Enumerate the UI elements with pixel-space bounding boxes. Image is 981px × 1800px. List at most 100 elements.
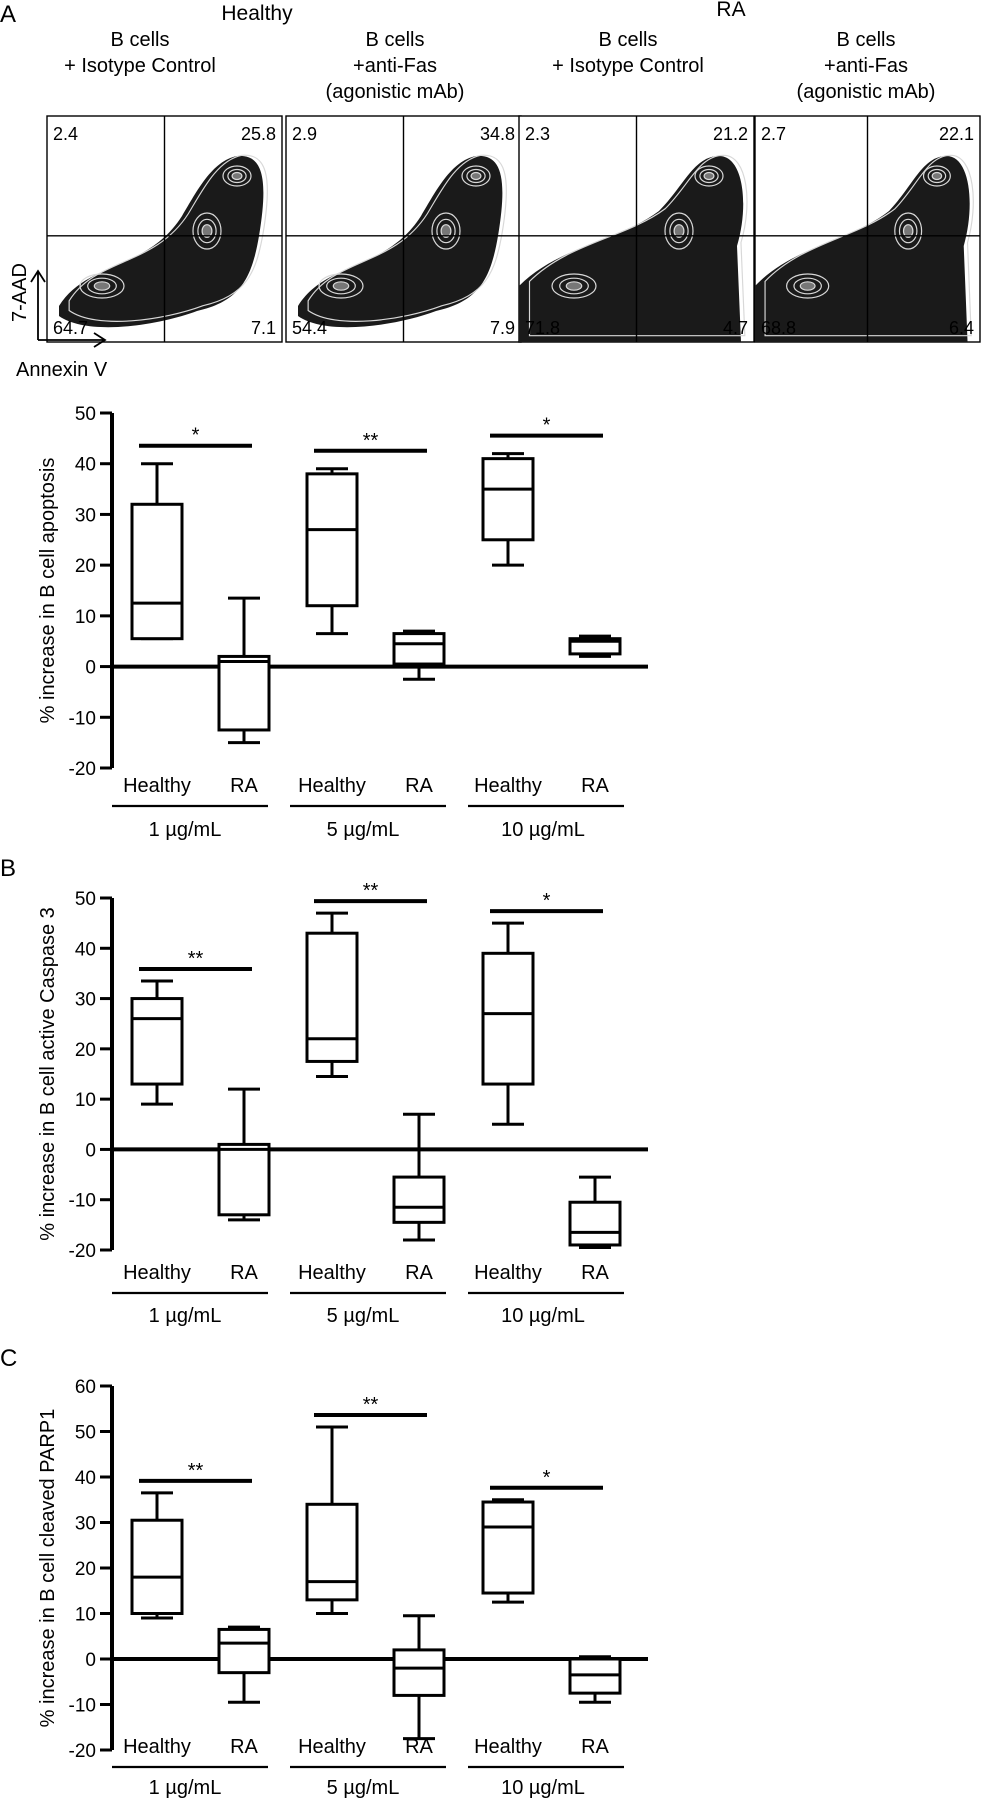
box-iqr: [481, 951, 535, 1086]
density-contour: [528, 154, 748, 337]
density-peak: [461, 165, 491, 187]
category-label: RA: [230, 1262, 258, 1284]
box-ra: [217, 1087, 271, 1222]
category-label: Healthy: [298, 1262, 366, 1284]
density-peak: [927, 168, 947, 184]
flow-plot-headers: B cells + Isotype Control B cells +anti-Fas…: [64, 29, 935, 103]
x-axis-label-annexin: Annexin V: [16, 359, 108, 381]
panel-letter: B: [0, 855, 16, 882]
density-peak: [332, 281, 350, 291]
box-healthy: [130, 1491, 184, 1620]
group-label: 5 µg/mL: [327, 819, 400, 841]
density-peak: [87, 277, 117, 295]
density-outer: [519, 156, 744, 342]
x-axis-arrow: [38, 332, 107, 348]
density-peak: [664, 212, 694, 250]
plot-header-line: +anti-Fas: [353, 55, 437, 77]
box-healthy: [481, 921, 535, 1126]
density-peak: [231, 171, 243, 181]
category-label: Healthy: [123, 1736, 191, 1758]
density-peak: [894, 212, 923, 250]
group-label-healthy: Healthy: [221, 2, 293, 25]
plot-header-line: (agonistic mAb): [326, 81, 465, 103]
box-iqr: [392, 632, 446, 666]
category-label: RA: [581, 1262, 609, 1284]
box-healthy: [305, 467, 359, 636]
y-tick-label: -10: [69, 1696, 96, 1717]
density-peak: [922, 165, 951, 187]
y-tick-label: 10: [75, 607, 96, 628]
quadrant-upper-left: 2.9: [292, 124, 317, 144]
box-iqr: [568, 1200, 622, 1247]
y-axis-label-7aad: 7-AAD: [9, 263, 31, 322]
chart-apoptosis: % increase in B cell apoptosis 50 40 30 20 10…: [37, 404, 648, 841]
box-healthy: [130, 979, 184, 1106]
y-tick-label: -10: [69, 1191, 96, 1212]
category-label: Healthy: [474, 1736, 542, 1758]
group-label: 1 µg/mL: [149, 1305, 222, 1327]
y-axis-label: % increase in B cell active Caspase 3: [37, 907, 59, 1241]
density-peak: [470, 171, 482, 181]
density-contours: [59, 154, 268, 328]
quadrant-upper-right: 34.8: [480, 124, 515, 144]
density-peak: [227, 168, 247, 184]
box-ra: [568, 1175, 622, 1249]
quadrant-upper-right: 22.1: [939, 124, 974, 144]
box-ra: [392, 1614, 446, 1741]
plot-header-line: + Isotype Control: [552, 55, 704, 77]
density-peak: [466, 168, 486, 184]
category-label: RA: [405, 775, 433, 797]
plot-header-line: B cells: [366, 29, 425, 51]
group-label: 1 µg/mL: [149, 1777, 222, 1799]
density-peak: [79, 273, 125, 299]
quadrant-upper-left: 2.7: [761, 124, 786, 144]
quadrant-lower-right: 7.1: [251, 318, 276, 338]
density-contour: [764, 154, 974, 337]
group-label: 5 µg/mL: [327, 1305, 400, 1327]
density-peak: [93, 281, 111, 291]
y-tick-label: 30: [75, 990, 96, 1011]
density-peak: [192, 212, 222, 250]
category-label: Healthy: [123, 1262, 191, 1284]
quadrant-lower-left: 54.4: [292, 318, 327, 338]
y-tick-label: 0: [85, 1140, 96, 1161]
density-peak: [699, 168, 719, 184]
y-axis-label: % increase in B cell cleaved PARP1: [37, 1409, 59, 1728]
box-iqr: [130, 1518, 184, 1615]
density-peak: [326, 277, 356, 295]
box-iqr: [217, 1142, 271, 1217]
panel-letter-a: A: [0, 1, 16, 28]
density-peak: [440, 224, 452, 238]
box-iqr: [305, 472, 359, 608]
category-label: RA: [230, 1736, 258, 1758]
flow-plot: 2.3 21.2 71.8 4.7: [518, 115, 755, 343]
quadrant-lower-right: 7.9: [490, 318, 515, 338]
density-peak: [703, 171, 715, 181]
density-peak: [669, 218, 689, 244]
density-peak: [318, 273, 364, 299]
significance-marker: *: [543, 890, 551, 912]
density-contour: [307, 154, 507, 322]
box-iqr: [392, 1648, 446, 1697]
density-peak: [931, 171, 943, 181]
group-label-ra: RA: [716, 0, 745, 21]
y-tick-label: 20: [75, 556, 96, 577]
box-iqr: [305, 931, 359, 1063]
density-peak: [565, 281, 583, 291]
y-tick-label: 30: [75, 1514, 96, 1535]
y-tick-label: 20: [75, 1040, 96, 1061]
density-peak: [902, 224, 914, 238]
density-peak: [431, 212, 461, 250]
group-label: 1 µg/mL: [149, 819, 222, 841]
group-label: 10 µg/mL: [501, 1777, 585, 1799]
plot-header-line: B cells: [111, 29, 170, 51]
category-label: RA: [405, 1262, 433, 1284]
flow-plot: 2.4 25.8 64.7 7.1: [46, 115, 283, 343]
density-peak: [898, 218, 918, 244]
density-peak: [694, 165, 724, 187]
category-label: RA: [581, 775, 609, 797]
category-label: RA: [230, 775, 258, 797]
box-ra: [568, 634, 622, 658]
group-label: 10 µg/mL: [501, 819, 585, 841]
